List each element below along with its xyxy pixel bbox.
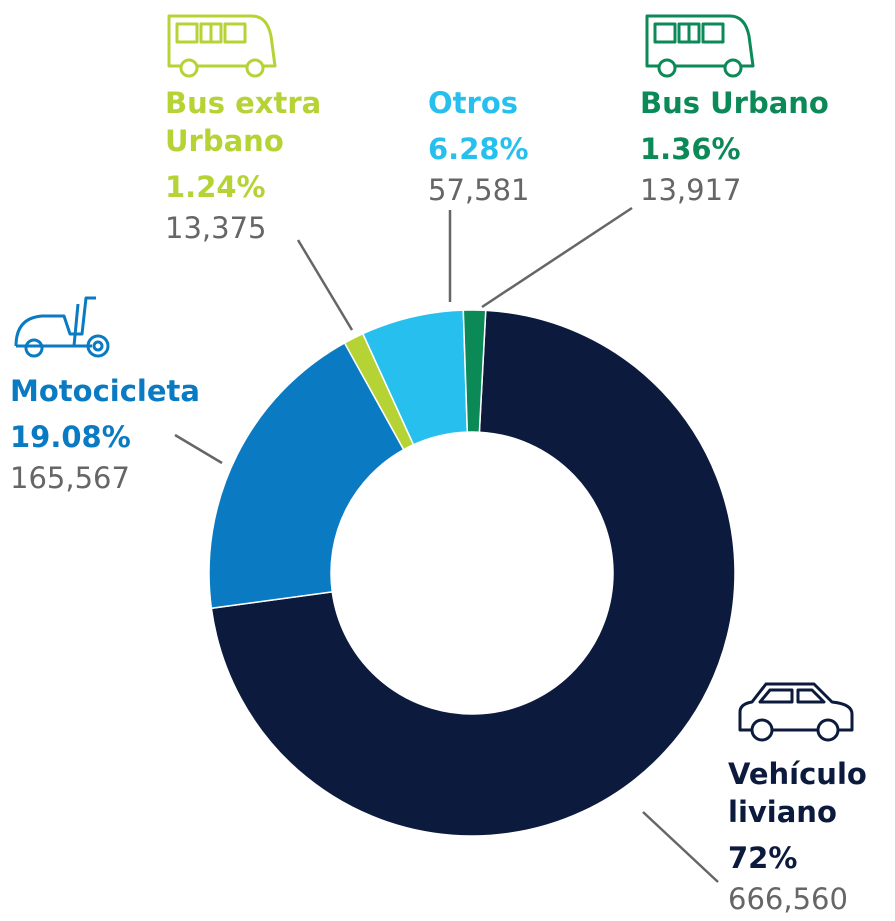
count-label: 666,560 <box>728 882 848 916</box>
leader-line <box>642 811 719 883</box>
category-name: Motocicleta <box>10 374 200 408</box>
leader-lines <box>174 206 719 883</box>
leader-line <box>174 433 223 465</box>
donut-segment <box>208 341 405 610</box>
segment-label: Bus extra Urbano 1.24% 13,375 <box>165 84 365 250</box>
segment-label: Vehículo liviano 72% 666,560 <box>728 755 895 921</box>
percent-label: 6.28% <box>428 132 529 166</box>
count-label: 165,567 <box>10 461 130 495</box>
percent-label: 1.36% <box>640 132 741 166</box>
car-icon <box>738 682 854 742</box>
category-name: Vehículo liviano <box>728 757 867 829</box>
count-label: 13,917 <box>640 173 742 207</box>
percent-label: 1.24% <box>165 170 266 204</box>
count-label: 57,581 <box>428 173 530 207</box>
segment-label: Otros 6.28% 57,581 <box>428 84 568 212</box>
category-name: Bus extra Urbano <box>165 86 322 158</box>
bus-icon <box>167 14 277 78</box>
scooter-icon <box>14 296 110 358</box>
percent-label: 19.08% <box>10 420 131 454</box>
donut-segment <box>462 309 487 433</box>
donut-segment <box>210 309 736 837</box>
leader-line <box>481 206 633 309</box>
leader-line <box>296 239 354 331</box>
count-label: 13,375 <box>165 211 267 245</box>
category-name: Otros <box>428 86 519 120</box>
segment-label: Motocicleta 19.08% 165,567 <box>10 372 250 500</box>
bus-icon <box>645 14 755 78</box>
segment-label: Bus Urbano 1.36% 13,917 <box>640 84 860 212</box>
percent-label: 72% <box>728 841 798 875</box>
category-name: Bus Urbano <box>640 86 829 120</box>
